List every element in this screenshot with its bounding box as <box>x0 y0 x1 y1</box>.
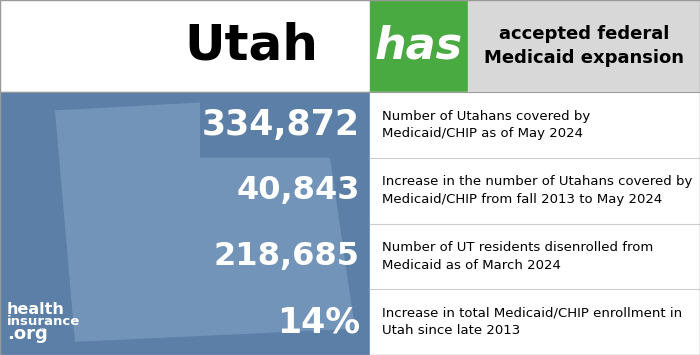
Text: Increase in the number of Utahans covered by
Medicaid/CHIP from fall 2013 to May: Increase in the number of Utahans covere… <box>382 175 692 206</box>
Text: health: health <box>7 302 65 317</box>
Bar <box>370 289 700 355</box>
Polygon shape <box>55 103 355 342</box>
Text: 14%: 14% <box>277 305 360 339</box>
Text: .org: .org <box>7 325 48 343</box>
Bar <box>468 0 700 92</box>
Bar <box>370 158 700 224</box>
Text: ™: ™ <box>39 327 46 333</box>
Bar <box>370 92 700 158</box>
Bar <box>370 0 468 92</box>
Text: 218,685: 218,685 <box>214 241 360 272</box>
Text: Number of Utahans covered by
Medicaid/CHIP as of May 2024: Number of Utahans covered by Medicaid/CH… <box>382 110 590 140</box>
Bar <box>370 224 700 289</box>
Text: insurance: insurance <box>7 315 80 328</box>
Text: has: has <box>375 24 463 67</box>
Text: accepted federal
Medicaid expansion: accepted federal Medicaid expansion <box>484 25 684 67</box>
Bar <box>0 92 370 355</box>
Text: Number of UT residents disenrolled from
Medicaid as of March 2024: Number of UT residents disenrolled from … <box>382 241 653 272</box>
Text: Increase in total Medicaid/CHIP enrollment in
Utah since late 2013: Increase in total Medicaid/CHIP enrollme… <box>382 307 682 337</box>
Text: 40,843: 40,843 <box>237 175 360 206</box>
Text: 334,872: 334,872 <box>202 108 360 142</box>
Bar <box>0 0 370 92</box>
Text: Utah: Utah <box>185 22 318 70</box>
